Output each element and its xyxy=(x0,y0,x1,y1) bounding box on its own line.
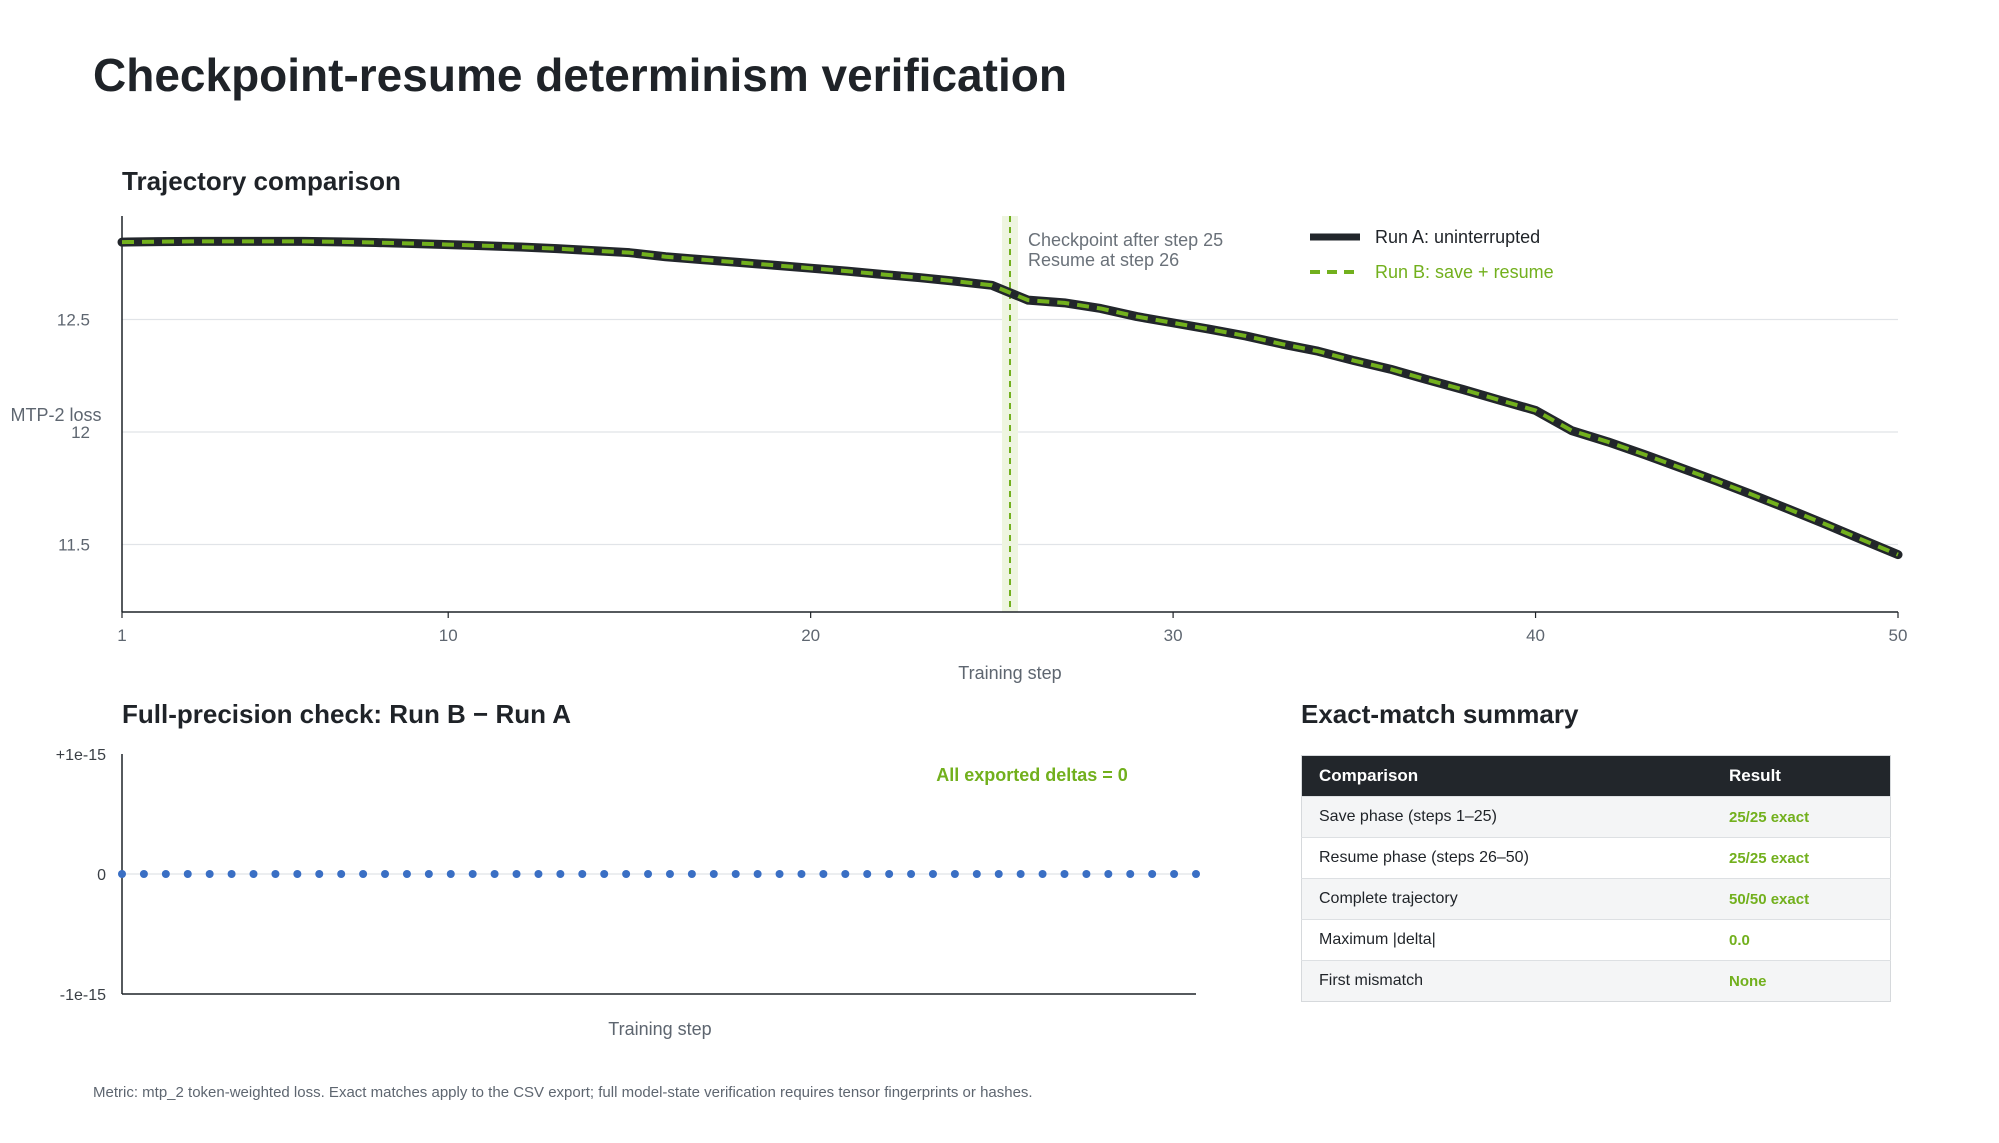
delta-point xyxy=(687,870,696,878)
legend-run-b-label: Run B: save + resume xyxy=(1375,262,1554,282)
delta-point xyxy=(600,870,609,878)
delta-point xyxy=(118,870,126,878)
delta-point xyxy=(994,870,1003,878)
delta-point xyxy=(731,870,740,878)
delta-point xyxy=(1016,870,1025,878)
delta-point xyxy=(819,870,828,878)
y-tick-label: 12.5 xyxy=(57,311,90,330)
table-row: Resume phase (steps 26–50) 25/25 exact xyxy=(1301,837,1891,879)
delta-point xyxy=(753,870,762,878)
checkpoint-annotation: Resume at step 26 xyxy=(1028,250,1179,270)
x-tick-label: 40 xyxy=(1526,626,1545,645)
delta-point xyxy=(1170,870,1179,878)
delta-point xyxy=(1038,870,1047,878)
delta-point xyxy=(578,870,587,878)
x-tick-label: 30 xyxy=(1164,626,1183,645)
delta-point xyxy=(1192,870,1200,878)
delta-point xyxy=(841,870,850,878)
legend-run-a-label: Run A: uninterrupted xyxy=(1375,227,1540,247)
delta-point xyxy=(1148,870,1157,878)
x-axis-label: Training step xyxy=(958,663,1061,683)
x-tick-label: 1 xyxy=(117,626,126,645)
x-tick-label: 50 xyxy=(1889,626,1908,645)
checkpoint-annotation: Checkpoint after step 25 xyxy=(1028,230,1223,250)
y-tick-label: 12 xyxy=(71,423,90,442)
delta-point xyxy=(775,870,784,878)
result-cell: None xyxy=(1712,960,1891,1002)
run-b-line xyxy=(121,239,1899,557)
column-header-result: Result xyxy=(1712,755,1891,797)
delta-point xyxy=(161,870,170,878)
delta-point xyxy=(271,870,280,878)
delta-point xyxy=(622,870,631,878)
y-axis-label: MTP-2 loss xyxy=(10,405,101,425)
comparison-cell: Save phase (steps 1–25) xyxy=(1301,796,1712,838)
result-cell: 50/50 exact xyxy=(1712,878,1891,920)
footnote: Metric: mtp_2 token-weighted loss. Exact… xyxy=(93,1084,1033,1101)
delta-point xyxy=(424,870,433,878)
delta-point xyxy=(293,870,302,878)
delta-point xyxy=(885,870,894,878)
table-row: Maximum |delta| 0.0 xyxy=(1301,919,1891,961)
x-tick-label: 10 xyxy=(439,626,458,645)
delta-point xyxy=(665,870,674,878)
delta-point xyxy=(249,870,258,878)
y-tick-label: 11.5 xyxy=(58,536,90,555)
delta-point xyxy=(183,870,192,878)
delta-point xyxy=(381,870,390,878)
table-row: Complete trajectory 50/50 exact xyxy=(1301,878,1891,920)
delta-point xyxy=(402,870,411,878)
column-header-comparison: Comparison xyxy=(1301,755,1712,797)
summary-title: Exact-match summary xyxy=(1301,699,1579,729)
delta-point xyxy=(1126,870,1135,878)
delta-point xyxy=(359,870,368,878)
trajectory-chart-title: Trajectory comparison xyxy=(122,166,401,196)
comparison-cell: Complete trajectory xyxy=(1301,878,1712,920)
delta-point xyxy=(1104,870,1113,878)
x-tick-label: 20 xyxy=(801,626,820,645)
delta-point xyxy=(644,870,653,878)
delta-point xyxy=(907,870,916,878)
comparison-cell: First mismatch xyxy=(1301,960,1712,1002)
y-tick-label: -1e-15 xyxy=(60,987,106,1004)
delta-point xyxy=(468,870,477,878)
summary-table: Comparison Result Save phase (steps 1–25… xyxy=(1301,755,1891,1002)
delta-point xyxy=(315,870,324,878)
summary-header-row: Comparison Result xyxy=(1301,755,1891,797)
delta-point xyxy=(490,870,499,878)
delta-point xyxy=(863,870,872,878)
all-deltas-zero-annotation: All exported deltas = 0 xyxy=(936,765,1128,785)
delta-point xyxy=(797,870,806,878)
precision-chart-title: Full-precision check: Run B − Run A xyxy=(122,699,572,729)
comparison-cell: Resume phase (steps 26–50) xyxy=(1301,837,1712,879)
result-cell: 25/25 exact xyxy=(1712,796,1891,838)
y-tick-label: +1e-15 xyxy=(56,747,106,764)
delta-point xyxy=(227,870,236,878)
delta-point xyxy=(709,870,718,878)
delta-point xyxy=(205,870,214,878)
comparison-cell: Maximum |delta| xyxy=(1301,919,1712,961)
delta-point xyxy=(446,870,455,878)
delta-point xyxy=(1082,870,1091,878)
table-row: First mismatch None xyxy=(1301,960,1891,1002)
result-cell: 0.0 xyxy=(1712,919,1891,961)
x-axis-label: Training step xyxy=(608,1019,711,1039)
delta-point xyxy=(139,870,148,878)
page-title: Checkpoint-resume determinism verificati… xyxy=(93,49,1067,101)
precision-chart: +1e-15 0 -1e-15 All exported deltas = 0 Trai… xyxy=(56,747,1200,1039)
trajectory-chart: 11.5 12 12.5 Checkpoint after step 25Resume… xyxy=(10,216,1908,683)
delta-point xyxy=(972,870,981,878)
delta-point xyxy=(556,870,565,878)
delta-point xyxy=(337,870,346,878)
delta-point xyxy=(534,870,543,878)
result-cell: 25/25 exact xyxy=(1712,837,1891,879)
delta-point xyxy=(928,870,937,878)
table-row: Save phase (steps 1–25) 25/25 exact xyxy=(1301,796,1891,838)
delta-point xyxy=(1060,870,1069,878)
delta-point xyxy=(512,870,521,878)
y-tick-label: 0 xyxy=(97,867,106,884)
delta-point xyxy=(950,870,959,878)
